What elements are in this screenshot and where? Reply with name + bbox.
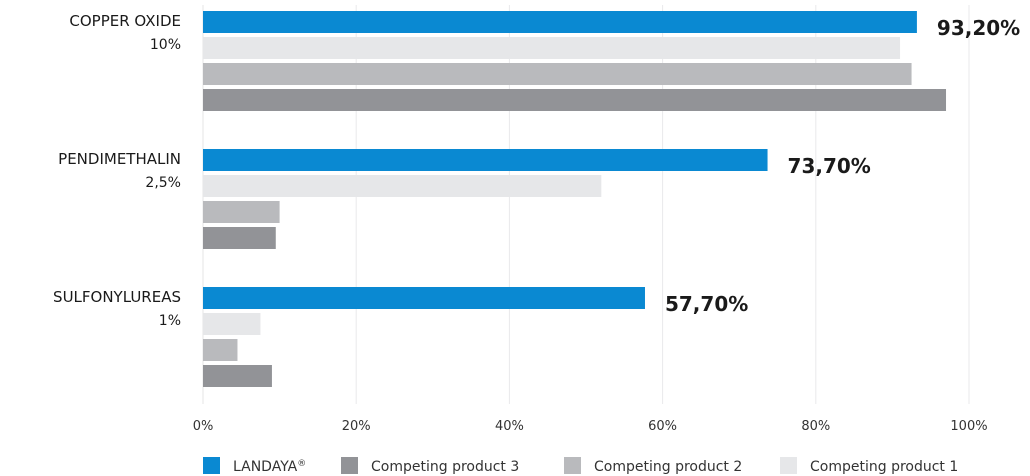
x-tick-label: 0% (193, 419, 214, 434)
legend-label-competing-product-2: Competing product 2 (594, 459, 742, 475)
category-sublabel: 2,5% (145, 175, 181, 191)
bar-sulfonylureas-competing-product-3 (203, 365, 272, 387)
legend-swatch-competing-product-3 (341, 457, 358, 474)
legend: LANDAYA® Competing product 3 Competing pro… (203, 457, 958, 475)
bar-copper-oxide-competing-product-2 (203, 63, 912, 85)
x-tick-label: 100% (950, 419, 987, 434)
bar-pendimethalin-landaya (203, 149, 768, 171)
data-label: 73,70% (788, 154, 871, 178)
x-tick-label: 20% (342, 419, 371, 434)
data-label: 93,20% (937, 16, 1020, 40)
bar-sulfonylureas-competing-product-2 (203, 339, 238, 361)
legend-label-competing-product-1: Competing product 1 (810, 459, 958, 475)
category-label: PENDIMETHALIN (58, 150, 181, 168)
legend-swatch-competing-product-1 (780, 457, 797, 474)
legend-swatch-competing-product-2 (564, 457, 581, 474)
category-label: SULFONYLUREAS (53, 288, 181, 306)
x-tick-label: 80% (801, 419, 830, 434)
bar-copper-oxide-competing-product-1 (203, 37, 901, 59)
legend-swatch-landaya (203, 457, 220, 474)
bar-copper-oxide-landaya (203, 11, 917, 33)
x-tick-label: 60% (648, 419, 677, 434)
labels: 0% 20% 40% 60% 80% 100% COPPER OXIDE 10% 93,20% P… (53, 12, 1020, 434)
category-sublabel: 10% (150, 37, 181, 53)
bar-pendimethalin-competing-product-3 (203, 227, 276, 249)
registered-mark: ® (297, 459, 306, 469)
bar-sulfonylureas-landaya (203, 287, 645, 309)
legend-label-competing-product-3: Competing product 3 (371, 459, 519, 475)
legend-label-landaya: LANDAYA® (233, 459, 306, 475)
data-label: 57,70% (665, 292, 748, 316)
category-label: COPPER OXIDE (69, 12, 181, 30)
category-sublabel: 1% (159, 313, 181, 329)
bar-copper-oxide-competing-product-3 (203, 89, 947, 111)
x-tick-label: 40% (495, 419, 524, 434)
bar-pendimethalin-competing-product-1 (203, 175, 602, 197)
bars (203, 11, 947, 387)
bar-pendimethalin-competing-product-2 (203, 201, 280, 223)
bar-sulfonylureas-competing-product-1 (203, 313, 261, 335)
